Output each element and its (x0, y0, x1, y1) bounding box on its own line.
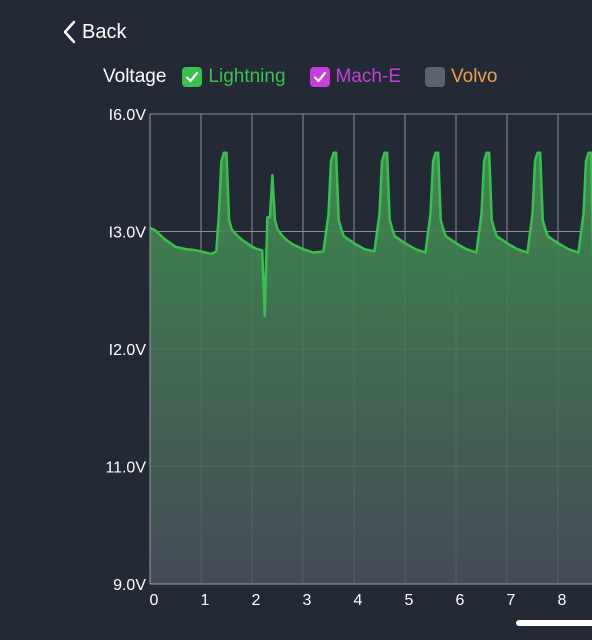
y-tick-label: I6.0V (109, 107, 147, 124)
x-tick-label: 1 (201, 592, 210, 609)
home-indicator (516, 620, 592, 626)
legend-item-mach-e[interactable]: Mach-E (309, 66, 401, 88)
checkmark-icon (313, 71, 326, 83)
x-tick-label: 2 (252, 592, 261, 609)
legend-checkbox-lightning[interactable] (182, 67, 203, 87)
x-tick-label: 7 (507, 592, 516, 609)
y-tick-label: I2.0V (109, 342, 147, 359)
x-tick-label: 4 (354, 592, 363, 609)
series-line-lightning (149, 151, 592, 318)
legend-label-mach-e: Mach-E (335, 66, 401, 87)
y-tick-label: 11.0V (105, 460, 146, 477)
back-button[interactable]: Back (62, 20, 126, 44)
x-tick-label: 5 (405, 592, 414, 609)
legend-item-volvo[interactable]: Volvo (425, 66, 497, 88)
x-tick-label: 3 (303, 592, 312, 609)
series-area-lightning (150, 152, 592, 584)
checkmark-icon (186, 71, 199, 83)
legend-item-lightning[interactable]: Lightning (182, 66, 286, 88)
chart-legend: Voltage Lightning Mach-E Volvo (103, 66, 521, 88)
x-tick-label: 6 (456, 592, 465, 609)
legend-title: Voltage (103, 66, 167, 87)
x-tick-label: 0 (150, 592, 159, 609)
legend-checkbox-volvo[interactable] (425, 67, 445, 87)
legend-label-lightning: Lightning (208, 66, 286, 87)
legend-checkbox-mach-e[interactable] (309, 67, 330, 87)
x-tick-label: 8 (558, 592, 567, 609)
back-label: Back (82, 20, 127, 43)
y-tick-label: 9.0V (113, 577, 146, 594)
legend-label-volvo: Volvo (451, 66, 498, 87)
y-tick-label: I3.0V (109, 225, 147, 242)
chevron-left-icon (63, 20, 76, 44)
